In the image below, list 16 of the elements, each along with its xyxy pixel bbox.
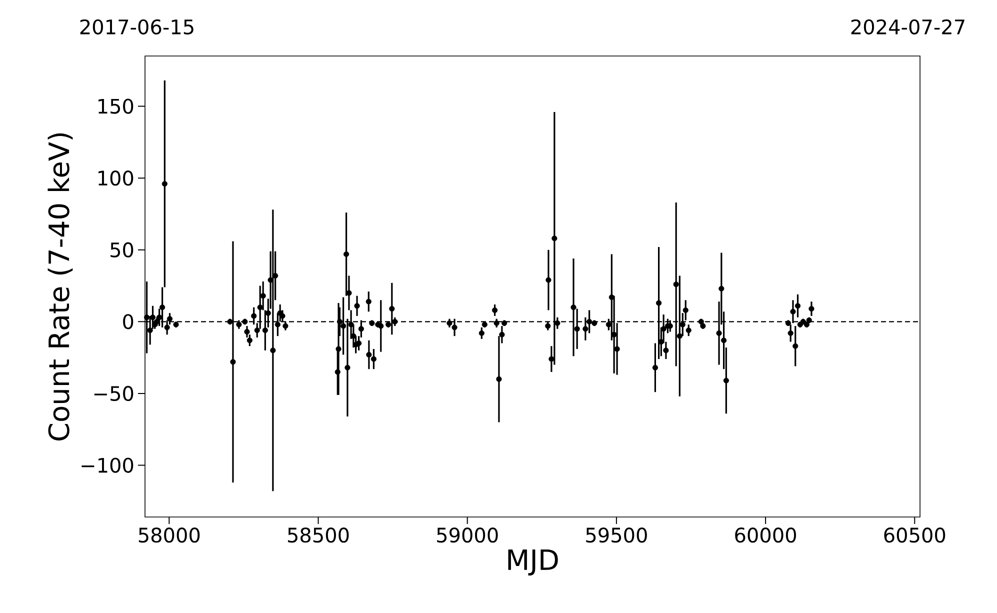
x-tick-label: 60000 [735,528,796,543]
x-tick-label: 59000 [437,528,498,543]
x-tick-label: 58000 [138,528,200,543]
y-tick-label: 50 [110,242,134,258]
x-axis-title: MJD [508,549,558,576]
text: 2024-07-27 [851,19,964,34]
y-tick-label: 150 [98,98,134,114]
y-tick-label: −50 [94,386,134,402]
x-tick-label: 58500 [288,528,349,543]
text: 2017-06-15 [80,19,194,34]
y-axis-title: Count Rate (7-40 keV) [48,133,73,440]
x-tick-label: 59500 [586,528,647,543]
y-tick-label: 100 [98,170,134,186]
y-tick-label: 0 [123,314,134,330]
y-tick-label: −100 [82,458,134,473]
x-tick-label: 60500 [884,528,946,543]
